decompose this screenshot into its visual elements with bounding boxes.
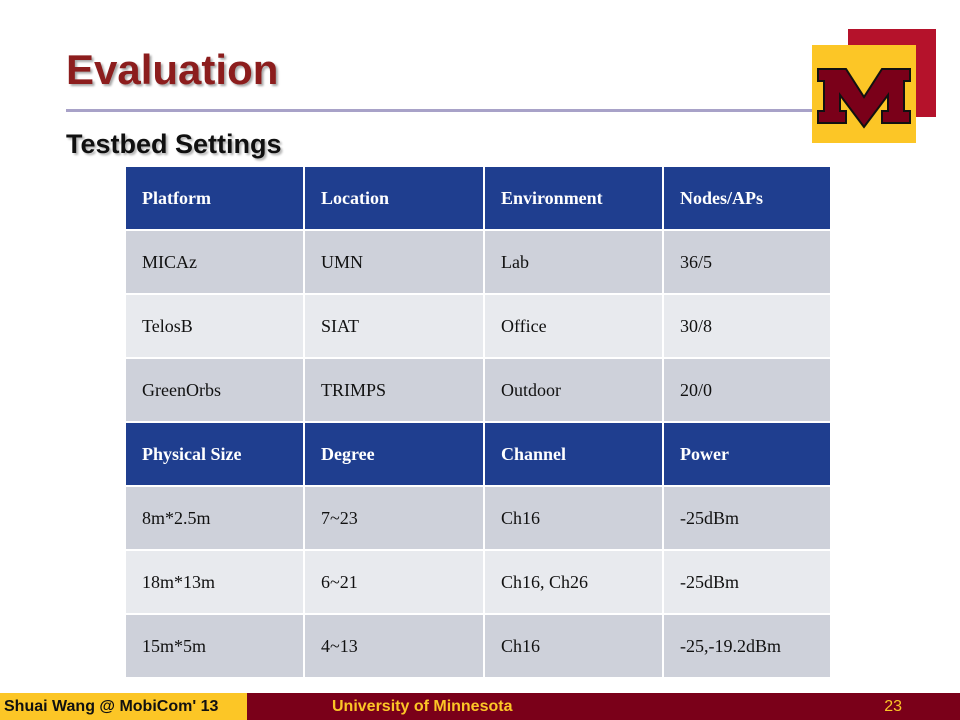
table-header-cell: Environment <box>483 165 664 231</box>
table-row: 8m*2.5m 7~23 Ch16 -25dBm <box>124 485 832 551</box>
table-cell: Lab <box>483 229 664 295</box>
university-m-logo-icon <box>812 45 916 143</box>
slide-title: Evaluation <box>66 46 279 93</box>
table-cell: 30/8 <box>662 293 832 359</box>
table-cell: 15m*5m <box>124 613 305 679</box>
title-divider <box>66 109 838 112</box>
footer-institution: University of Minnesota <box>332 698 513 715</box>
table-header-cell: Power <box>662 421 832 487</box>
table-cell: -25dBm <box>662 485 832 551</box>
table-row: GreenOrbs TRIMPS Outdoor 20/0 <box>124 357 832 423</box>
table-cell: -25dBm <box>662 549 832 615</box>
table-cell: TelosB <box>124 293 305 359</box>
table-header-cell: Channel <box>483 421 664 487</box>
table-header-cell: Nodes/APs <box>662 165 832 231</box>
table-row: 18m*13m 6~21 Ch16, Ch26 -25dBm <box>124 549 832 615</box>
page-number: 23 <box>884 698 902 715</box>
footer-author: Shuai Wang @ MobiCom' 13 <box>0 693 247 720</box>
table-cell: 20/0 <box>662 357 832 423</box>
table-cell: UMN <box>303 229 485 295</box>
table-header-cell: Platform <box>124 165 305 231</box>
m-logo-svg <box>817 68 911 129</box>
m-logo-shape <box>817 68 911 129</box>
table-cell: GreenOrbs <box>124 357 305 423</box>
slide-subtitle: Testbed Settings <box>66 129 282 159</box>
testbed-settings-table: Platform Location Environment Nodes/APs MICA… <box>124 165 832 679</box>
table-cell: Office <box>483 293 664 359</box>
table-header-row: Physical Size Degree Channel Power <box>124 421 832 487</box>
table-body: Platform Location Environment Nodes/APs MICA… <box>124 165 832 679</box>
table-cell: 18m*13m <box>124 549 305 615</box>
table-cell: 36/5 <box>662 229 832 295</box>
table-row: MICAz UMN Lab 36/5 <box>124 229 832 295</box>
table-cell: Ch16 <box>483 485 664 551</box>
table-cell: TRIMPS <box>303 357 485 423</box>
table-cell: Outdoor <box>483 357 664 423</box>
table-cell: MICAz <box>124 229 305 295</box>
table-header-cell: Physical Size <box>124 421 305 487</box>
footer-bar: Shuai Wang @ MobiCom' 13 University of M… <box>0 693 960 720</box>
table-cell: Ch16, Ch26 <box>483 549 664 615</box>
table-cell: 7~23 <box>303 485 485 551</box>
table-header-row: Platform Location Environment Nodes/APs <box>124 165 832 231</box>
table-cell: 4~13 <box>303 613 485 679</box>
table-header-cell: Degree <box>303 421 485 487</box>
table-header-cell: Location <box>303 165 485 231</box>
table-row: 15m*5m 4~13 Ch16 -25,-19.2dBm <box>124 613 832 679</box>
table-cell: 6~21 <box>303 549 485 615</box>
table-cell: SIAT <box>303 293 485 359</box>
table-row: TelosB SIAT Office 30/8 <box>124 293 832 359</box>
table-cell: 8m*2.5m <box>124 485 305 551</box>
table-cell: Ch16 <box>483 613 664 679</box>
table-cell: -25,-19.2dBm <box>662 613 832 679</box>
